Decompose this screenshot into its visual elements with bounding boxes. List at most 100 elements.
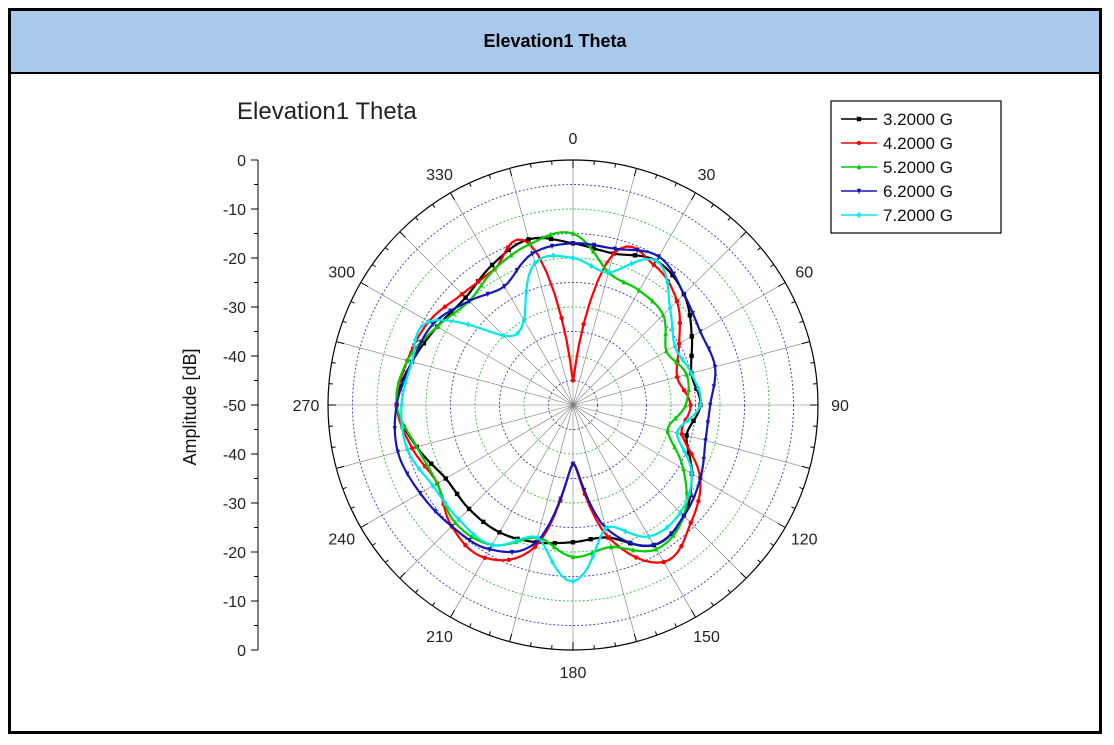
radial-tick-label: 0 [237,643,246,660]
angle-tick [432,204,436,208]
legend: 3.2000 G 4.2000 G 5.2000 G 6.2000 G 7.2000 G [830,100,1002,234]
angle-tick [757,247,762,251]
data-point [534,540,539,546]
data-point [502,283,507,290]
angle-tick [710,204,714,208]
radial-tick-label: -10 [223,202,246,219]
radial-tick-label: -50 [223,398,246,415]
grid-spoke [509,168,574,406]
angle-tick [691,609,696,618]
data-point [435,480,440,486]
window-header: Elevation1 Theta [11,11,1099,74]
y-axis-label: Amplitude [dB] [180,348,200,465]
data-point [487,547,492,553]
data-point [679,543,684,549]
data-point [497,530,502,535]
data-point [686,450,692,456]
angle-tick [614,163,617,168]
angle-tick [740,572,747,579]
angle-tick [791,301,796,304]
series-1 [394,236,703,548]
angle-tick-label: 180 [560,665,587,682]
legend-box [830,100,1002,234]
angle-tick [770,264,774,268]
angle-tick [799,486,804,490]
data-point [476,279,481,284]
data-point [466,298,472,305]
data-point [608,543,614,550]
data-point [426,318,431,325]
series-3 [394,230,691,560]
data-point [632,253,638,258]
angle-tick [777,282,786,287]
data-point [570,230,576,236]
data-point [570,254,576,262]
data-point [612,246,618,253]
angle-tick-label: 210 [426,629,453,646]
data-point [449,524,454,530]
data-point [621,279,627,285]
data-point [465,321,471,328]
data-point [646,533,652,540]
legend-label: 3.2000 G [883,110,953,129]
data-point [689,451,694,457]
data-point [454,491,460,497]
data-point [523,288,529,296]
angle-tick [336,341,345,345]
data-point [549,243,555,250]
angle-tick [415,216,419,221]
angle-tick [770,542,774,546]
grid-spoke [572,404,696,618]
data-point [430,321,436,328]
data-point [551,252,556,259]
data-point [664,347,669,354]
data-point [674,298,680,304]
data-point [421,341,427,346]
data-point [636,287,642,293]
data-point [552,543,557,550]
data-point [688,402,693,408]
data-point [681,291,687,298]
data-point [463,295,468,300]
angle-tick [529,642,532,647]
data-point [392,426,397,432]
series-4 [392,241,718,556]
angle-tick [372,264,376,268]
angle-tick [509,633,513,642]
data-point [705,420,711,426]
data-point [395,449,401,456]
legend-item: 5.2000 G [841,158,953,177]
data-point [418,339,424,346]
grid-spoke [572,404,786,528]
angle-tick [757,559,762,563]
data-point [413,336,418,343]
angle-tick [691,192,696,201]
angle-tick [801,341,810,345]
data-point [416,465,422,472]
data-point [654,257,659,264]
data-point [527,240,533,247]
data-point [671,271,676,277]
polar-chart: 0 -10 -20 -30 -40 -50 -40 -30 -20 -10 0 0 30 60 90 120… [180,98,1002,682]
angle-tick [360,523,369,528]
angle-tick [336,465,345,469]
data-point [505,245,510,250]
data-point [689,470,695,477]
data-point [394,402,399,409]
series-5 [399,252,703,585]
data-point [469,533,474,540]
data-point [689,370,694,377]
data-point [448,308,453,315]
angle-tick [810,361,815,364]
data-point [856,163,862,170]
data-point [548,236,554,242]
angle-tick [633,168,637,177]
angle-tick [450,192,455,201]
data-point [696,385,701,392]
angle-labels: 0 30 60 90 120 150 180 210 240 270 300 330 [293,131,849,682]
angle-tick-label: 270 [293,398,320,415]
data-point [681,388,687,393]
grid-spoke [572,231,747,406]
data-point [581,487,587,494]
angle-tick [509,168,513,177]
